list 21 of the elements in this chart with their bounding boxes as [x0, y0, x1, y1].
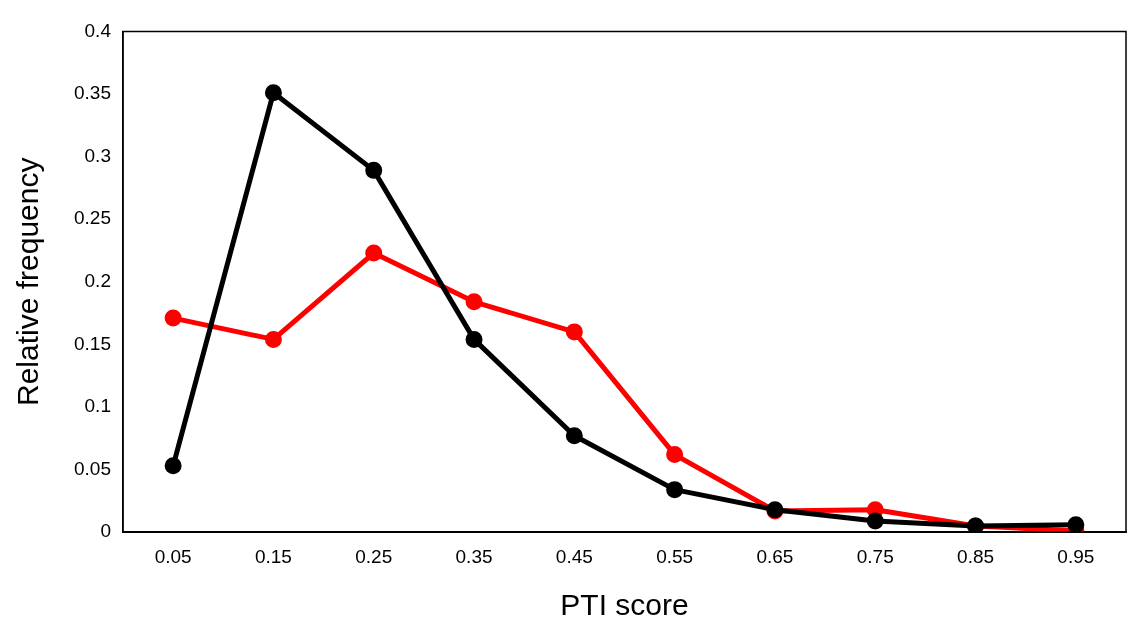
x-tick-label: 0.35 — [455, 545, 493, 567]
x-tick-label: 0.75 — [856, 545, 894, 567]
x-tick-label: 0.05 — [154, 545, 192, 567]
y-tick-label: 0.1 — [84, 395, 111, 417]
x-tick-label: 0.65 — [756, 545, 794, 567]
y-tick-label: 0.05 — [74, 457, 111, 479]
y-tick-label: 0.15 — [74, 332, 111, 354]
y-tick-label: 0.4 — [84, 19, 112, 41]
y-tick-label: 0.3 — [84, 144, 111, 166]
x-tick-label: 0.15 — [254, 545, 292, 567]
y-tick-label: 0.25 — [74, 207, 111, 229]
y-tick-label: 0.2 — [84, 270, 111, 292]
x-tick-label: 0.25 — [355, 545, 393, 567]
y-axis-title: Relative frequency — [11, 157, 45, 407]
x-axis-title: PTI score — [560, 588, 689, 622]
x-tick-label: 0.45 — [555, 545, 593, 567]
x-tick-label: 0.55 — [656, 545, 694, 567]
y-tick-label: 0 — [100, 520, 111, 542]
y-tick-label: 0.35 — [74, 82, 111, 104]
x-tick-label: 0.95 — [1057, 545, 1095, 567]
x-tick-label: 0.85 — [957, 545, 995, 567]
